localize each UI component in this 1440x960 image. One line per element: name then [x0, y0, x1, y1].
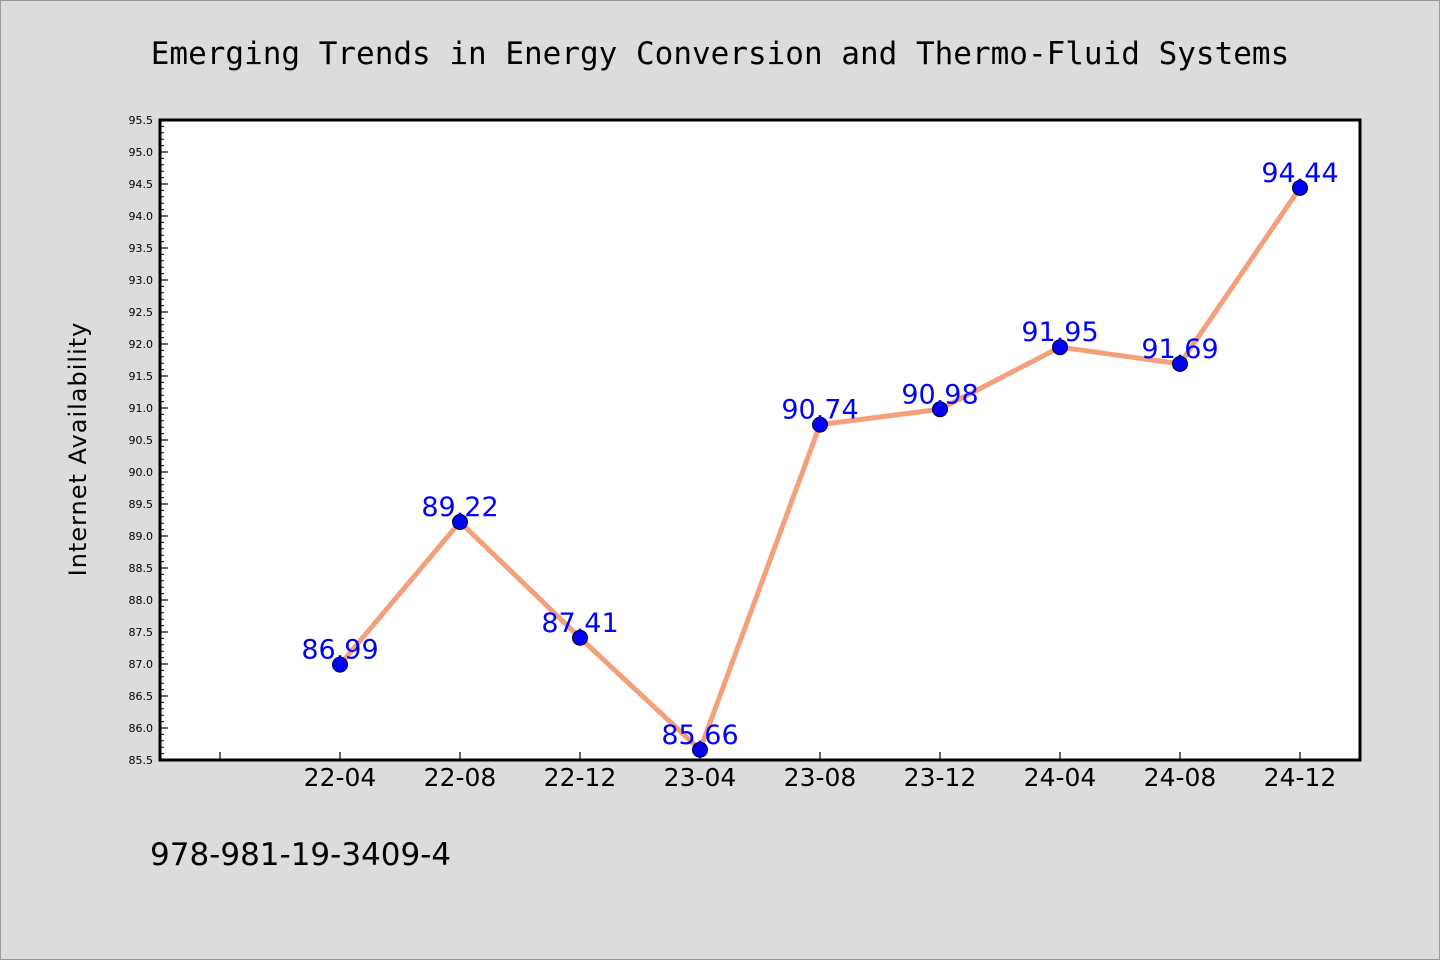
data-point-label: 89.22: [421, 492, 498, 523]
isbn-text: 978-981-19-3409-4: [150, 837, 451, 873]
y-axis-label: Internet Availability: [64, 322, 92, 577]
y-tick-label: 86.0: [129, 722, 154, 735]
y-tick-label: 88.5: [129, 562, 154, 575]
x-tick-label: 24-04: [1024, 763, 1097, 792]
data-point-label: 87.41: [541, 608, 618, 639]
data-point-marker: [692, 741, 708, 758]
data-point-marker: [332, 656, 348, 673]
y-tick-label: 95.0: [129, 146, 154, 159]
y-tick-label: 94.0: [129, 210, 154, 223]
data-point-marker: [572, 629, 588, 646]
y-tick-label: 91.5: [129, 370, 154, 383]
y-tick-label: 92.5: [129, 306, 154, 319]
data-point-label: 94.44: [1261, 158, 1338, 189]
y-tick-label: 87.0: [129, 658, 154, 671]
y-tick-label: 86.5: [129, 690, 154, 703]
y-tick-label: 87.5: [129, 626, 154, 639]
data-point-marker: [1052, 339, 1068, 356]
y-tick-label: 90.5: [129, 434, 154, 447]
chart-title: Emerging Trends in Energy Conversion and…: [151, 36, 1289, 72]
data-point-marker: [1172, 355, 1188, 372]
data-point-marker: [452, 513, 468, 530]
data-point-marker: [812, 416, 828, 433]
x-tick-label: 23-08: [784, 763, 857, 792]
data-point-label: 90.74: [781, 395, 858, 426]
x-tick-label: 22-04: [304, 763, 377, 792]
y-tick-label: 92.0: [129, 338, 154, 351]
axis-ticks: 85.5 86.0 86.5 87.0 87.5 88.0 88.5 89.0 89.5 90.0…: [129, 114, 1337, 792]
y-tick-label: 89.0: [129, 530, 154, 543]
x-tick-label: 22-08: [424, 763, 497, 792]
y-tick-label: 91.0: [129, 402, 154, 415]
data-point-marker: [1292, 179, 1308, 196]
y-tick-label: 94.5: [129, 178, 154, 191]
y-tick-label: 93.0: [129, 274, 154, 287]
data-point-label: 86.99: [301, 635, 378, 666]
x-tick-label: 23-12: [904, 763, 977, 792]
y-tick-label: 90.0: [129, 466, 154, 479]
x-tick-label: 24-12: [1264, 763, 1337, 792]
y-tick-label: 85.5: [129, 754, 154, 767]
y-tick-label: 95.5: [129, 114, 154, 127]
x-tick-label: 24-08: [1144, 763, 1217, 792]
y-tick-label: 88.0: [129, 594, 154, 607]
y-tick-label: 89.5: [129, 498, 154, 511]
plot-area: [158, 118, 1362, 762]
data-point-label: 91.95: [1021, 317, 1098, 348]
data-point-label: 91.69: [1141, 334, 1218, 365]
x-tick-label: 22-12: [544, 763, 617, 792]
x-tick-label: 23-04: [664, 763, 737, 792]
data-point-marker: [932, 401, 948, 418]
series-group: 86.99 89.22 87.41 85.66 90.74 90.98 91.95 91.69…: [301, 158, 1339, 758]
data-point-label: 85.66: [661, 720, 738, 751]
data-point-label: 90.98: [901, 379, 978, 410]
y-tick-label: 93.5: [129, 242, 154, 255]
